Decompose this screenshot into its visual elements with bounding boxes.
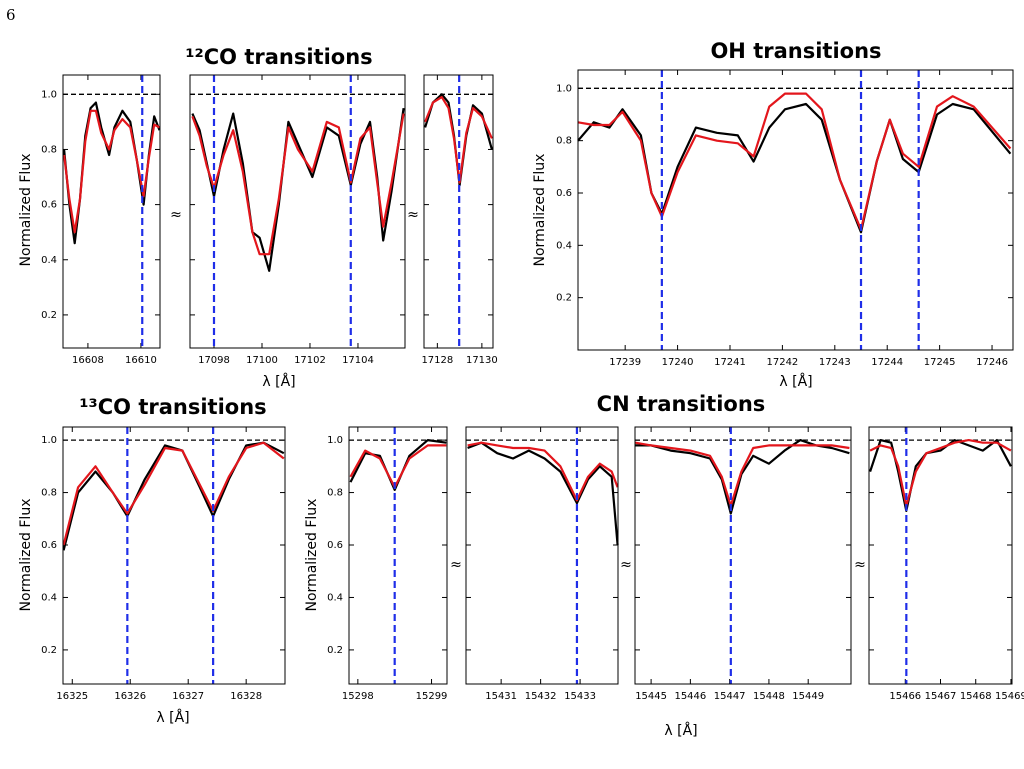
x-tick-label: 16610 (125, 355, 157, 366)
observed-spectrum (191, 107, 405, 272)
x-axis-label: λ [Å] (262, 373, 295, 390)
axis-break: ≈ (620, 557, 632, 573)
observed-spectrum (63, 101, 161, 245)
y-tick-label: 1.0 (41, 89, 57, 100)
panel-frame (634, 426, 852, 685)
x-tick-label: 17098 (198, 355, 230, 366)
model-spectrum (62, 441, 285, 546)
x-tick-label: 15298 (342, 691, 374, 702)
model-spectrum (424, 96, 493, 184)
y-tick-label: 0.8 (41, 488, 57, 499)
y-tick-label: 0.4 (41, 255, 57, 266)
y-tick-label: 0.4 (556, 240, 572, 251)
axis-break: ≈ (450, 557, 462, 573)
x-tick-label: 17130 (466, 355, 498, 366)
axis-break: ≈ (407, 207, 419, 223)
x-tick-label: 17246 (976, 357, 1008, 368)
x-tick-label: 17239 (609, 357, 641, 368)
x-tick-label: 15447 (714, 691, 746, 702)
observed-spectrum (635, 439, 850, 515)
y-axis-label: Normalized Flux (304, 499, 320, 612)
page-number: 6 (6, 6, 16, 24)
panel-frame (577, 69, 1014, 351)
x-tick-label: 15468 (960, 691, 992, 702)
y-tick-label: 0.8 (41, 144, 57, 155)
y-tick-label: 0.2 (41, 645, 57, 656)
x-tick-label: 15431 (485, 691, 517, 702)
model-spectrum (349, 444, 447, 489)
panel-frame (62, 426, 286, 685)
y-tick-label: 0.2 (556, 293, 572, 304)
y-axis-label: Normalized Flux (18, 154, 34, 267)
y-axis-label: Normalized Flux (532, 154, 548, 267)
x-tick-label: 16328 (230, 691, 262, 702)
x-tick-label: 16326 (114, 691, 146, 702)
group-title: ¹²CO transitions (185, 45, 372, 69)
y-tick-label: 0.6 (41, 200, 57, 211)
x-tick-label: 15449 (792, 691, 824, 702)
x-tick-label: 15469 (995, 691, 1024, 702)
observed-spectrum (349, 439, 447, 491)
model-spectrum (577, 92, 1012, 231)
model-spectrum (467, 441, 619, 502)
x-tick-label: 17128 (421, 355, 453, 366)
x-tick-label: 17244 (871, 357, 903, 368)
panel-frame (189, 74, 406, 349)
x-tick-label: 17100 (246, 355, 278, 366)
y-tick-label: 1.0 (327, 435, 343, 446)
x-tick-label: 17102 (294, 355, 326, 366)
y-tick-label: 0.8 (327, 488, 343, 499)
x-axis-label: λ [Å] (664, 722, 697, 739)
group-title: ¹³CO transitions (79, 395, 266, 419)
x-tick-label: 17242 (766, 357, 798, 368)
y-tick-label: 0.8 (556, 136, 572, 147)
observed-spectrum (467, 441, 619, 546)
x-tick-label: 15299 (416, 691, 448, 702)
panel-frame (348, 426, 448, 685)
y-tick-label: 0.4 (327, 592, 343, 603)
y-tick-label: 0.6 (41, 540, 57, 551)
x-tick-label: 17240 (662, 357, 694, 368)
observed-spectrum (577, 102, 1012, 234)
x-tick-label: 17245 (924, 357, 956, 368)
x-axis-label: λ [Å] (156, 709, 189, 726)
x-tick-label: 17104 (342, 355, 374, 366)
x-tick-label: 17243 (819, 357, 851, 368)
model-spectrum (869, 439, 1012, 507)
x-tick-label: 15433 (564, 691, 596, 702)
panel-frame (423, 74, 494, 349)
x-tick-label: 15432 (525, 691, 557, 702)
y-axis-label: Normalized Flux (18, 499, 34, 612)
model-spectrum (191, 113, 405, 256)
model-spectrum (63, 109, 161, 234)
y-tick-label: 1.0 (41, 435, 57, 446)
panel-frame (62, 74, 161, 349)
panel-frame (465, 426, 619, 685)
group-title: OH transitions (710, 39, 881, 63)
group-title: CN transitions (597, 392, 766, 416)
x-tick-label: 16325 (56, 691, 88, 702)
x-tick-label: 17241 (714, 357, 746, 368)
x-tick-label: 16327 (172, 691, 204, 702)
x-tick-label: 15466 (889, 691, 921, 702)
x-axis-label: λ [Å] (779, 373, 812, 390)
x-tick-label: 15446 (674, 691, 706, 702)
y-tick-label: 1.0 (556, 83, 572, 94)
x-tick-label: 16608 (72, 355, 104, 366)
x-tick-label: 15445 (635, 691, 667, 702)
model-spectrum (635, 441, 850, 507)
axis-break: ≈ (854, 557, 866, 573)
y-tick-label: 0.6 (327, 540, 343, 551)
x-tick-label: 15467 (925, 691, 957, 702)
observed-spectrum (62, 441, 285, 551)
x-tick-label: 15448 (753, 691, 785, 702)
y-tick-label: 0.4 (41, 592, 57, 603)
axis-break: ≈ (170, 207, 182, 223)
panel-frame (868, 426, 1013, 685)
y-tick-label: 0.2 (327, 645, 343, 656)
y-tick-label: 0.2 (41, 310, 57, 321)
y-tick-label: 0.6 (556, 188, 572, 199)
